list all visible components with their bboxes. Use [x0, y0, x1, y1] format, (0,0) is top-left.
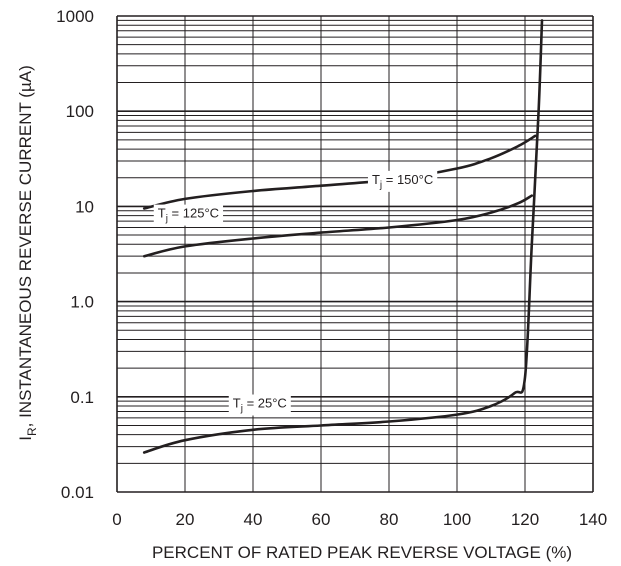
x-tick-label: 80 [380, 510, 399, 529]
x-tick-label: 100 [443, 510, 471, 529]
y-axis-title-symbol: I [16, 436, 35, 441]
curve-label-subscript: j [240, 404, 243, 415]
series-curve-1 [142, 194, 534, 258]
curve-label-0: Tj = 150°C [372, 172, 433, 191]
x-tick-labels: 0 20 40 60 80 100 120 140 [112, 510, 607, 529]
series-curve-2 [142, 19, 544, 454]
curve-label-symbol: T [158, 206, 166, 221]
curve-label-background [228, 394, 291, 416]
curve-label-value: = 150°C [382, 172, 433, 187]
series-curve-0 [142, 134, 537, 210]
y-tick-label: 1000 [56, 7, 94, 26]
y-tick-label: 0.1 [70, 388, 94, 407]
x-tick-label: 60 [312, 510, 331, 529]
grid [116, 15, 594, 493]
x-tick-label: 120 [511, 510, 539, 529]
x-tick-label: 140 [579, 510, 607, 529]
y-axis-title-subscript: R [25, 427, 39, 436]
curve-label-value: = 125°C [168, 206, 219, 221]
y-tick-label: 1.0 [70, 293, 94, 312]
x-tick-label: 40 [244, 510, 263, 529]
curve-label-symbol: T [233, 396, 241, 411]
y-tick-labels: 1000 100 10 1.0 0.1 0.01 [56, 7, 94, 502]
curve-label-background [153, 204, 224, 226]
y-axis-title: IR, INSTANTANEOUS REVERSE CURRENT (µA) [16, 65, 39, 441]
curve-label-background [367, 170, 438, 192]
curve-label-2: Tj = 25°C [233, 396, 287, 415]
curve-label-symbol: T [372, 172, 380, 187]
y-axis-title-rest: , INSTANTANEOUS REVERSE CURRENT (µA) [16, 65, 35, 427]
x-tick-label: 20 [176, 510, 195, 529]
y-tick-label: 0.01 [61, 483, 94, 502]
x-tick-label: 0 [112, 510, 121, 529]
curve-labels: Tj = 150°CTj = 125°CTj = 25°C [153, 170, 438, 416]
curve-label-value: = 25°C [243, 396, 287, 411]
curves [142, 19, 544, 454]
curve-label-1: Tj = 125°C [158, 206, 219, 225]
x-axis-title: PERCENT OF RATED PEAK REVERSE VOLTAGE (%… [152, 543, 572, 562]
curve-label-subscript: j [165, 214, 168, 225]
y-tick-label: 100 [66, 102, 94, 121]
y-tick-label: 10 [75, 197, 94, 216]
curve-label-subscript: j [379, 180, 382, 191]
